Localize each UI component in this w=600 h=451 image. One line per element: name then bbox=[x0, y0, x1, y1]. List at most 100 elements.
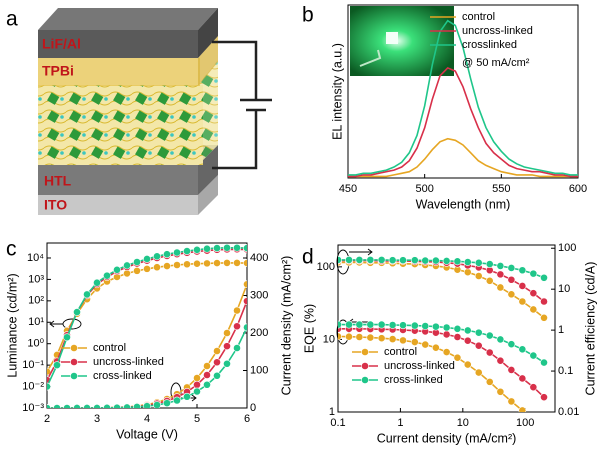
y-tick-label: 10⁴ bbox=[27, 252, 44, 264]
marker bbox=[233, 344, 241, 352]
marker bbox=[442, 330, 451, 339]
series-line bbox=[348, 66, 578, 178]
marker bbox=[540, 393, 548, 402]
marker bbox=[485, 331, 494, 340]
y-axis-label: EQE (%) bbox=[302, 304, 316, 353]
marker bbox=[153, 263, 161, 272]
y-tick-label: 10 bbox=[323, 333, 335, 345]
marker bbox=[193, 245, 201, 254]
marker bbox=[243, 323, 247, 332]
marker bbox=[377, 320, 386, 329]
marker bbox=[474, 341, 483, 350]
marker bbox=[496, 283, 505, 292]
layer-label: LiF/Al bbox=[42, 36, 81, 52]
marker bbox=[540, 425, 547, 432]
legend-label: uncross-linked bbox=[384, 360, 455, 372]
panel-label: a bbox=[6, 8, 18, 31]
marker bbox=[83, 290, 91, 299]
marker bbox=[496, 387, 505, 396]
marker bbox=[213, 259, 221, 267]
y-tick-label: 1 bbox=[329, 406, 335, 418]
marker bbox=[73, 308, 81, 316]
legend-marker bbox=[361, 376, 369, 384]
legend-label: control bbox=[93, 342, 126, 354]
marker bbox=[63, 404, 71, 408]
marker bbox=[485, 276, 494, 285]
legend-label: control bbox=[384, 346, 417, 358]
marker bbox=[233, 243, 241, 252]
series-line bbox=[348, 137, 578, 178]
layer-label: ITO bbox=[44, 197, 67, 213]
marker bbox=[366, 333, 375, 342]
marker bbox=[388, 256, 397, 265]
marker bbox=[113, 403, 121, 408]
legend-marker bbox=[70, 372, 78, 380]
marker bbox=[474, 258, 483, 267]
marker bbox=[421, 322, 430, 330]
x-tick-label: 450 bbox=[339, 183, 357, 195]
marker bbox=[163, 399, 171, 408]
marker bbox=[223, 329, 231, 337]
marker bbox=[496, 335, 505, 344]
y2-tick-label: 0 bbox=[250, 402, 256, 414]
marker bbox=[496, 262, 505, 270]
marker bbox=[474, 272, 483, 280]
x-tick-label: 4 bbox=[144, 413, 150, 425]
marker bbox=[53, 361, 61, 370]
y2-tick-label: 400 bbox=[250, 252, 268, 264]
marker bbox=[133, 402, 141, 408]
y-axis-label: EL intensity (a.u.) bbox=[330, 43, 344, 140]
x-tick-label: 6 bbox=[244, 413, 250, 425]
x-tick-label: 1 bbox=[397, 417, 403, 429]
y-tick-label: 100 bbox=[317, 261, 335, 273]
y2-tick-label: 100 bbox=[250, 364, 268, 376]
y2-tick-label: 10 bbox=[558, 283, 570, 295]
marker bbox=[83, 404, 91, 408]
marker bbox=[529, 289, 538, 298]
marker bbox=[410, 256, 419, 265]
marker bbox=[463, 360, 472, 369]
marker bbox=[399, 256, 407, 265]
marker bbox=[338, 332, 342, 341]
marker bbox=[243, 259, 247, 267]
legend-label: cross-linked bbox=[93, 370, 152, 382]
marker bbox=[233, 306, 241, 315]
marker bbox=[540, 297, 548, 306]
legend-marker bbox=[70, 344, 78, 352]
marker bbox=[442, 348, 451, 356]
series-group bbox=[338, 255, 548, 432]
marker bbox=[243, 297, 247, 306]
marker bbox=[338, 255, 342, 264]
marker bbox=[123, 269, 131, 278]
y2-axis-label: Current efficiency (cd/A) bbox=[583, 262, 597, 396]
marker bbox=[518, 374, 527, 383]
marker bbox=[173, 396, 181, 405]
marker bbox=[203, 371, 211, 379]
legend-label: uncross-linked bbox=[462, 25, 533, 37]
marker bbox=[442, 257, 451, 265]
x-axis-label: Wavelength (nm) bbox=[416, 197, 511, 211]
marker bbox=[223, 258, 231, 267]
x-tick-label: 500 bbox=[415, 183, 433, 195]
marker bbox=[431, 343, 440, 352]
series-line bbox=[348, 19, 578, 176]
marker bbox=[203, 259, 211, 268]
x-tick-label: 10 bbox=[457, 417, 469, 429]
y2-tick-label: 0.1 bbox=[558, 365, 573, 377]
marker bbox=[133, 266, 141, 275]
marker bbox=[431, 256, 440, 265]
legend-marker bbox=[361, 362, 369, 370]
marker bbox=[507, 340, 516, 349]
marker bbox=[355, 255, 364, 264]
marker bbox=[173, 248, 181, 257]
marker bbox=[153, 252, 161, 261]
marker bbox=[47, 382, 51, 391]
y-tick-label: 10⁻³ bbox=[22, 402, 44, 414]
marker bbox=[47, 404, 51, 408]
marker bbox=[518, 406, 527, 412]
y-tick-label: 10⁻¹ bbox=[22, 359, 44, 371]
marker bbox=[213, 347, 221, 355]
marker bbox=[463, 258, 472, 266]
marker bbox=[507, 366, 516, 374]
marker bbox=[507, 264, 516, 272]
